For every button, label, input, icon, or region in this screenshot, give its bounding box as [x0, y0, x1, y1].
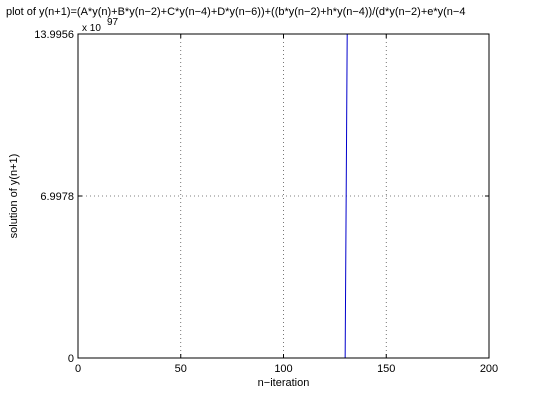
chart-title: plot of y(n+1)=(A*y(n)+B*y(n−2)+C*y(n−4)…: [6, 6, 465, 18]
x-tick-label: 50: [175, 363, 187, 375]
x-tick-label: 100: [274, 363, 292, 375]
y-tick-label: 6.9978: [40, 191, 74, 203]
y-tick-label: 0: [68, 353, 74, 365]
grid-layer: [78, 34, 489, 358]
y-axis-label: solution of y(n+1): [8, 154, 20, 239]
x-axis-label: n−iteration: [258, 377, 310, 389]
y-axis-exponent-power: 97: [107, 17, 119, 28]
x-tick-label: 200: [480, 363, 498, 375]
label-layer: plot of y(n+1)=(A*y(n)+B*y(n−2)+C*y(n−4)…: [6, 6, 465, 389]
y-axis-exponent-base: x 10: [82, 23, 101, 34]
y-tick-label: 13.9956: [34, 29, 74, 41]
x-tick-label: 150: [377, 363, 395, 375]
x-tick-label: 0: [75, 363, 81, 375]
tick-layer: 0 50 100 150 200 0 6.9978 13.9956: [34, 29, 498, 375]
